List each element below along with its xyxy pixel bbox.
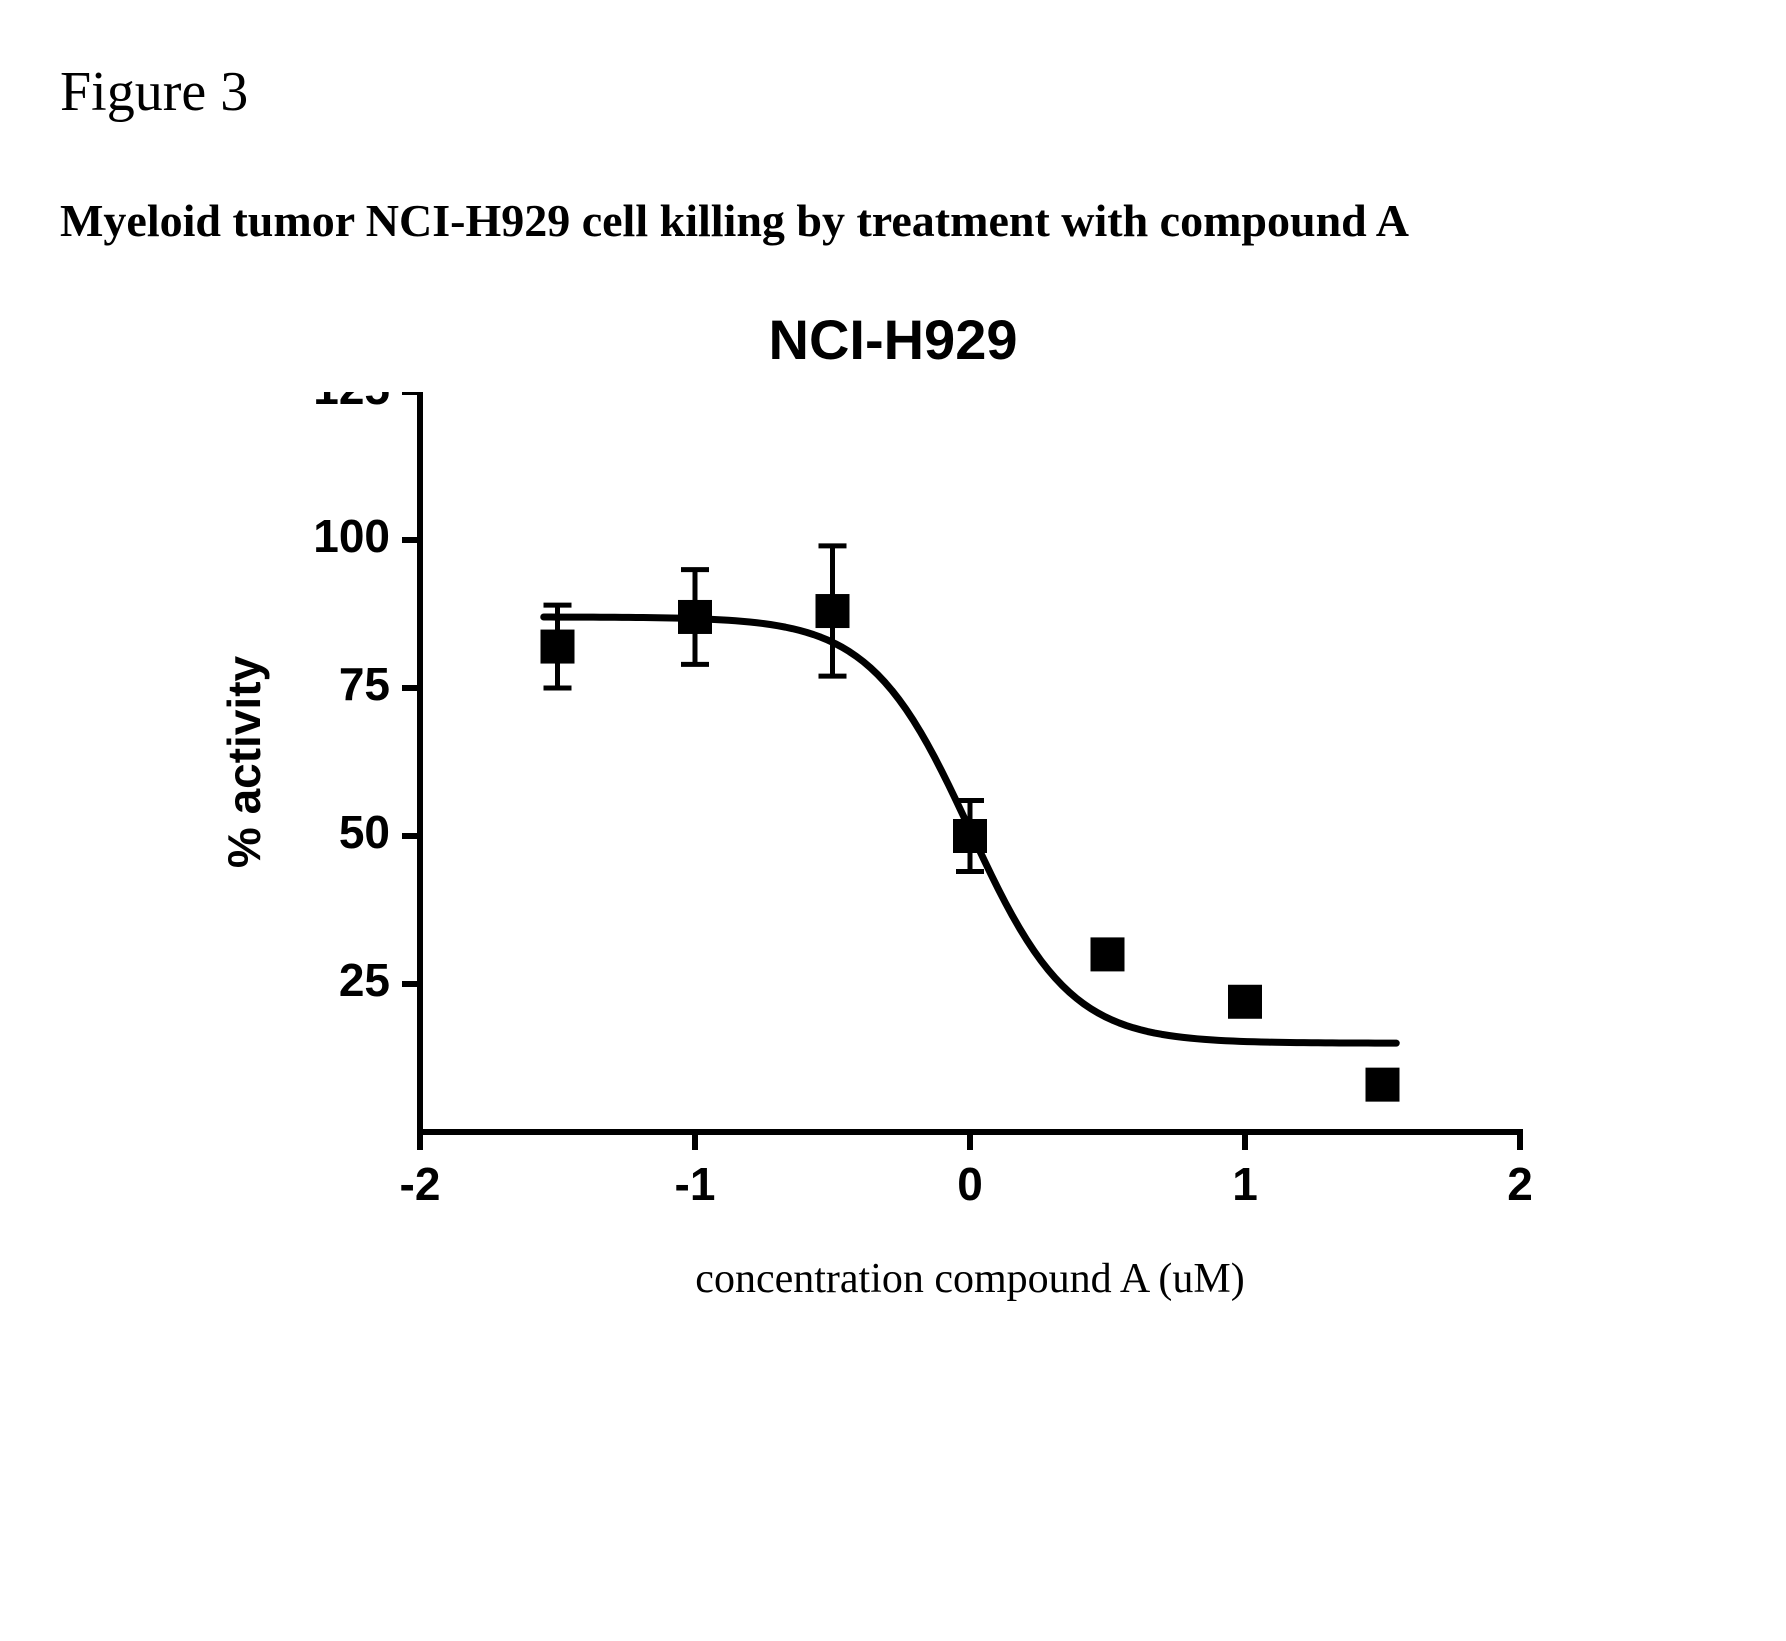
data-marker [1366,1068,1400,1102]
figure-label: Figure 3 [60,60,1726,124]
data-marker [953,819,987,853]
chart-svg: 25 50 75 100 125 -2 -1 0 1 2 % activity concentrati… [160,392,1660,1392]
x-tick-label: 2 [1507,1158,1533,1210]
chart-title: NCI-H929 [0,307,1786,372]
page: Figure 3 Myeloid tumor NCI-H929 cell kil… [0,0,1786,1641]
chart-container: 25 50 75 100 125 -2 -1 0 1 2 % activity concentrati… [160,392,1560,1392]
data-marker [1228,985,1262,1019]
data-marker [678,600,712,634]
y-tick-label: 125 [313,392,390,414]
x-tick-label: -1 [675,1158,716,1210]
y-tick-label: 75 [339,658,390,710]
y-tick-label: 100 [313,510,390,562]
y-tick-label: 25 [339,954,390,1006]
data-marker [816,594,850,628]
y-axis-label: % activity [218,655,270,868]
figure-caption: Myeloid tumor NCI-H929 cell killing by t… [60,194,1726,247]
x-tick-label: 0 [957,1158,983,1210]
x-tick-label: -2 [400,1158,441,1210]
x-axis-label: concentration compound A (uM) [695,1256,1244,1302]
y-tick-label: 50 [339,806,390,858]
x-tick-label: 1 [1232,1158,1258,1210]
data-marker [541,630,575,664]
data-marker [1091,937,1125,971]
